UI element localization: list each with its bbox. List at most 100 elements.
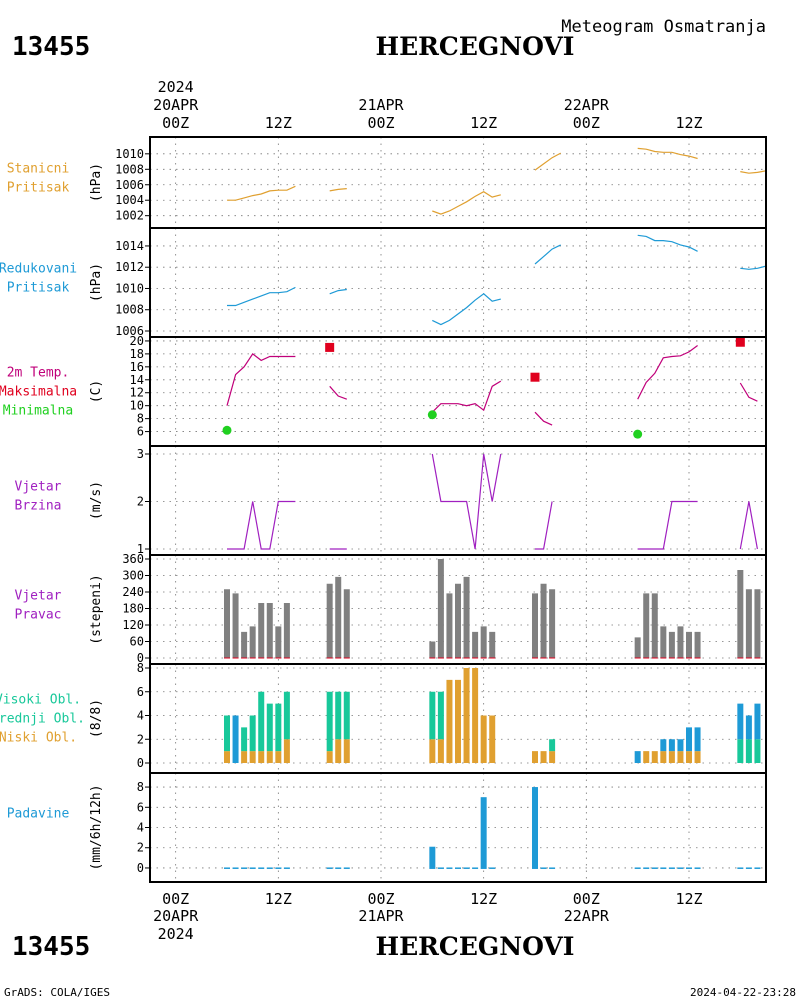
y-tick-label: 1010 [115, 281, 144, 295]
wind-direction-bar [224, 589, 230, 658]
cloud-mid-bar [343, 691, 350, 740]
min-temp-marker [633, 429, 643, 439]
panel-label-line: Vjetar [15, 480, 62, 495]
panel-label-line: Pravac [15, 608, 62, 623]
cloud-mid-bar [335, 691, 342, 740]
precip-bar [745, 867, 752, 869]
precip-bar [446, 867, 453, 869]
y-axis-label: (hPa) [89, 263, 104, 302]
time-tick-top: 12Z [675, 114, 702, 132]
cloud-low-bar [343, 739, 350, 763]
precip-bar [634, 867, 641, 869]
time-tick-bottom: 12Z [265, 890, 292, 908]
cloud-low-bar [266, 751, 273, 763]
precip-bar [472, 867, 479, 869]
y-tick-label: 60 [130, 635, 144, 649]
y-tick-label: 2 [137, 732, 144, 746]
cloud-low-bar [429, 739, 436, 763]
cloud-low-bar [224, 751, 230, 763]
cloud-mid-bar [429, 691, 436, 740]
wind-direction-bar [266, 603, 273, 658]
wind-direction-bar [686, 631, 692, 658]
panel-wind-speed: 1 2 3 (m/s) Vjetar Brzina [15, 445, 767, 556]
panel-precipitation: 0 2 4 6 8 (mm/6h/12h) Padavine [7, 772, 767, 883]
y-axis-label: (mm/6h/12h) [89, 784, 104, 870]
precip-bar [549, 867, 556, 869]
wind-direction-bar [532, 593, 538, 658]
wind-direction-bar [472, 631, 479, 658]
panel-label-line: Minimalna [3, 404, 73, 419]
panel-label-line: Niski Obl. [0, 731, 77, 746]
precip-bar [258, 867, 265, 869]
precip-bar [660, 867, 667, 869]
cloud-low-bar [643, 751, 650, 763]
panel-label-line: Padavine [7, 807, 70, 822]
cloud-high-bar [686, 727, 692, 752]
wind-direction-bar [660, 626, 667, 658]
wind-direction-bar [326, 583, 333, 658]
series-line [637, 345, 698, 400]
precip-bar [455, 867, 461, 869]
wind-direction-bar [335, 576, 342, 658]
precip-bar [326, 867, 333, 869]
panel-label-line: Redukovani [0, 262, 77, 277]
series-line [535, 501, 553, 550]
wind-direction-bar [429, 641, 436, 658]
y-tick-label: 0 [137, 651, 144, 665]
date-label-bottom: 22APR [564, 907, 610, 925]
cloud-low-bar [258, 751, 265, 763]
cloud-mid-bar [745, 739, 752, 763]
time-tick-top: 00Z [573, 114, 600, 132]
precip-bar [677, 867, 684, 869]
cloud-low-bar [677, 751, 684, 763]
precip-bar [463, 867, 470, 869]
series-line [740, 265, 766, 270]
cloud-low-bar [241, 751, 248, 763]
cloud-low-bar [335, 739, 342, 763]
wind-direction-bar [437, 559, 444, 658]
wind-direction-bar [540, 583, 547, 658]
cloud-low-bar [283, 739, 290, 763]
panel-frame [149, 227, 767, 338]
y-tick-label: 1 [137, 542, 144, 556]
cloud-mid-bar [224, 715, 230, 752]
y-axis-label: (m/s) [89, 481, 104, 520]
series-line [329, 288, 347, 295]
series-line [431, 380, 502, 413]
y-tick-label: 18 [130, 347, 144, 361]
cloud-mid-bar [549, 739, 556, 752]
wind-direction-bar [343, 589, 350, 658]
wind-direction-bar [737, 570, 744, 658]
max-temp-marker [325, 342, 335, 352]
precip-bar [643, 867, 650, 869]
generation-timestamp: 2024-04-22-23:28 [690, 986, 796, 999]
time-tick-bottom: 00Z [367, 890, 394, 908]
y-tick-label: 0 [137, 756, 144, 770]
station-id-bottom: 13455 [12, 932, 90, 962]
cloud-low-bar [472, 668, 479, 763]
precip-bar [668, 867, 675, 869]
wind-direction-bar [643, 593, 650, 658]
cloud-mid-bar [258, 691, 265, 752]
precip-bar [335, 867, 342, 869]
panel-frame [149, 136, 767, 229]
panel-frame [149, 772, 767, 883]
footer: 13455 HERCEGNOVI GrADS: COLA/IGES 2024-0… [4, 932, 796, 999]
y-tick-label: 360 [122, 552, 144, 566]
cloud-high-bar [634, 751, 641, 763]
time-tick-bottom: 00Z [573, 890, 600, 908]
panel-clouds: 0 2 4 6 8 (8/8) Visoki Obl. Srednji Obl. Niski O… [0, 661, 767, 774]
date-label-top: 20APR [153, 96, 199, 114]
cloud-low-bar [249, 751, 256, 763]
y-tick-label: 6 [137, 800, 144, 814]
series-line [432, 293, 501, 326]
series-line [637, 500, 698, 550]
cloud-low-bar [532, 751, 538, 763]
y-tick-label: 20 [130, 334, 144, 348]
y-axis-label: (hPa) [89, 163, 104, 202]
y-tick-label: 16 [130, 360, 144, 374]
wind-direction-bar [694, 631, 701, 658]
precip-bar [437, 867, 444, 869]
cloud-low-bar [668, 751, 675, 763]
